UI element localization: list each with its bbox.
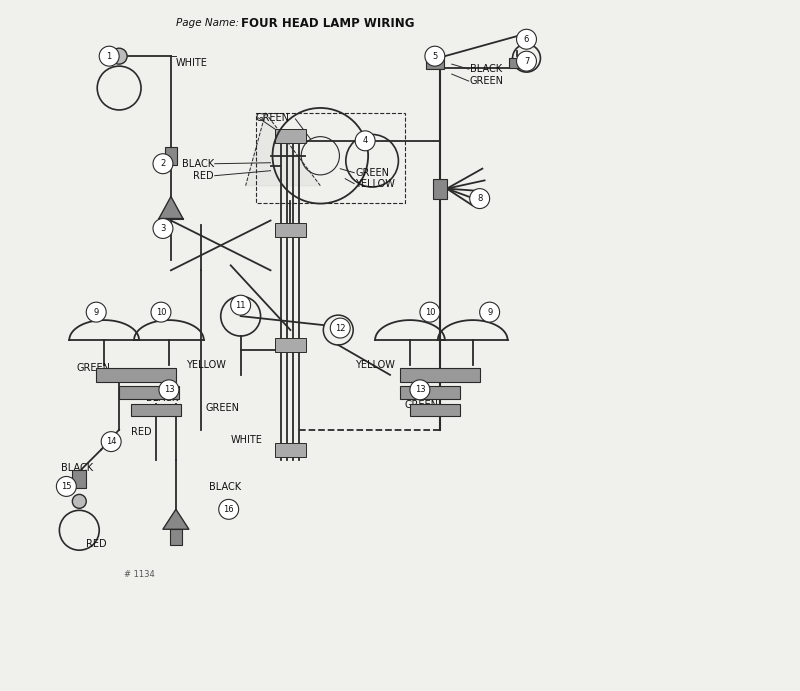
Text: GREEN: GREEN — [255, 113, 290, 123]
Text: 11: 11 — [235, 301, 246, 310]
Text: 13: 13 — [164, 386, 174, 395]
Text: GREEN: GREEN — [405, 400, 439, 410]
Bar — [96, 368, 176, 382]
Circle shape — [521, 30, 533, 42]
Circle shape — [517, 51, 537, 71]
Text: RED: RED — [86, 539, 107, 549]
Bar — [165, 146, 177, 164]
Text: YELLOW: YELLOW — [186, 360, 226, 370]
Text: YELLOW: YELLOW — [355, 360, 395, 370]
Text: GREEN: GREEN — [76, 363, 110, 373]
Bar — [400, 368, 480, 382]
Bar — [170, 529, 182, 545]
Text: 9: 9 — [94, 307, 99, 316]
Text: 10: 10 — [156, 307, 166, 316]
Bar — [255, 113, 405, 202]
Text: 5: 5 — [432, 52, 438, 61]
Circle shape — [330, 318, 350, 338]
Text: 16: 16 — [223, 505, 234, 514]
Text: 3: 3 — [160, 224, 166, 233]
Circle shape — [480, 302, 499, 322]
Bar — [131, 404, 181, 416]
Text: 4: 4 — [362, 136, 368, 145]
Circle shape — [72, 494, 86, 509]
Circle shape — [56, 477, 76, 496]
Text: 9: 9 — [487, 307, 492, 316]
Circle shape — [425, 46, 445, 66]
Circle shape — [159, 380, 179, 400]
Circle shape — [153, 218, 173, 238]
Text: 14: 14 — [106, 437, 117, 446]
Circle shape — [230, 295, 250, 315]
Text: GREEN: GREEN — [470, 76, 504, 86]
Circle shape — [99, 46, 119, 66]
Text: # 1134: # 1134 — [124, 569, 154, 578]
Text: RED: RED — [131, 426, 152, 437]
Text: Page Name:: Page Name: — [176, 18, 239, 28]
Text: 13: 13 — [414, 386, 426, 395]
Circle shape — [410, 380, 430, 400]
Text: BLACK: BLACK — [62, 462, 94, 473]
Text: GREEN: GREEN — [206, 403, 240, 413]
Text: BLACK: BLACK — [182, 159, 214, 169]
Circle shape — [111, 48, 127, 64]
Text: 12: 12 — [335, 323, 346, 332]
Bar — [274, 338, 306, 352]
Circle shape — [218, 500, 238, 520]
Polygon shape — [159, 197, 183, 218]
Circle shape — [151, 302, 171, 322]
Circle shape — [517, 29, 537, 49]
Text: BLACK: BLACK — [470, 64, 502, 74]
Circle shape — [102, 432, 121, 452]
Bar — [426, 57, 444, 69]
Text: BLACK: BLACK — [209, 482, 241, 493]
Circle shape — [153, 154, 173, 173]
Text: GREEN: GREEN — [355, 168, 389, 178]
Bar — [400, 386, 460, 399]
Bar — [274, 129, 306, 143]
Polygon shape — [163, 509, 189, 529]
Bar — [509, 58, 525, 68]
Text: YELLOW: YELLOW — [355, 179, 395, 189]
Text: 15: 15 — [61, 482, 71, 491]
Text: 6: 6 — [524, 35, 529, 44]
Text: 1: 1 — [106, 52, 112, 61]
Polygon shape — [246, 113, 320, 186]
Bar — [72, 471, 86, 489]
Bar — [274, 443, 306, 457]
Text: 2: 2 — [160, 159, 166, 168]
Text: FOUR HEAD LAMP WIRING: FOUR HEAD LAMP WIRING — [241, 17, 414, 30]
Text: WHITE: WHITE — [230, 435, 262, 444]
Text: 7: 7 — [524, 57, 529, 66]
Text: 8: 8 — [477, 194, 482, 203]
Bar — [433, 179, 447, 198]
Text: RED: RED — [193, 171, 214, 180]
Text: WHITE: WHITE — [176, 58, 208, 68]
Circle shape — [86, 302, 106, 322]
Text: BLACK: BLACK — [146, 392, 178, 403]
Bar — [410, 404, 460, 416]
Circle shape — [420, 302, 440, 322]
Circle shape — [470, 189, 490, 209]
Bar — [119, 386, 179, 399]
Bar — [274, 223, 306, 238]
Text: 10: 10 — [425, 307, 435, 316]
Circle shape — [355, 131, 375, 151]
